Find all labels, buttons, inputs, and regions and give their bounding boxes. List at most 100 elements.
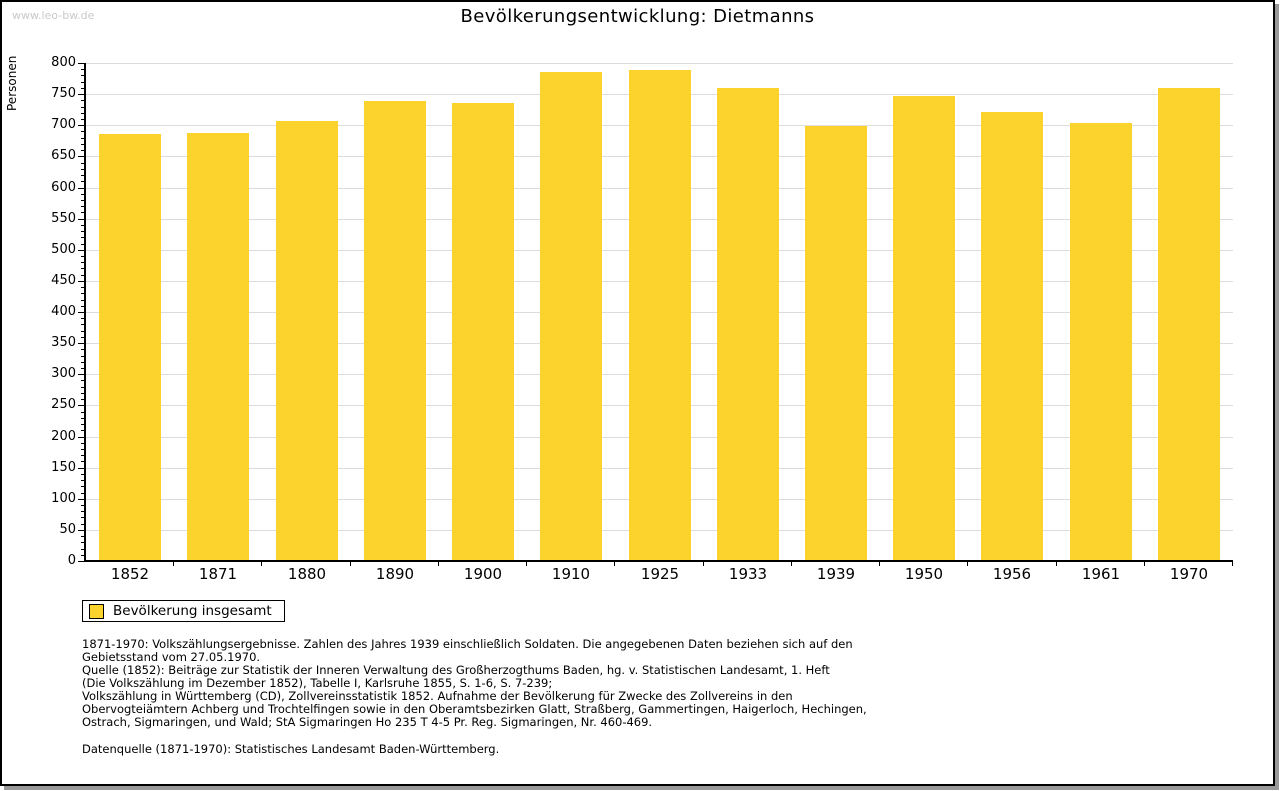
legend: Bevölkerung insgesamt <box>82 600 285 622</box>
y-major-tick <box>78 125 84 126</box>
bar <box>717 88 779 561</box>
y-major-tick <box>78 312 84 313</box>
y-axis-title: Personen <box>5 55 19 111</box>
y-minor-tick <box>81 480 84 481</box>
y-major-tick <box>78 156 84 157</box>
y-major-tick <box>78 374 84 375</box>
x-tick <box>879 562 880 566</box>
x-tick <box>1144 562 1145 566</box>
y-minor-tick <box>81 75 84 76</box>
y-major-tick <box>78 63 84 64</box>
y-tick-label: 450 <box>51 273 76 288</box>
x-tick-label: 1871 <box>198 565 238 583</box>
legend-label: Bevölkerung insgesamt <box>113 603 272 619</box>
watermark: www.leo-bw.de <box>12 9 95 22</box>
y-minor-tick <box>81 306 84 307</box>
bar <box>629 70 691 561</box>
y-tick-label: 350 <box>51 335 76 350</box>
y-tick-label: 0 <box>67 553 76 568</box>
y-minor-tick <box>81 100 84 101</box>
y-minor-tick <box>81 256 84 257</box>
bar <box>99 134 161 561</box>
y-minor-tick <box>81 449 84 450</box>
y-minor-tick <box>81 225 84 226</box>
y-minor-tick <box>81 268 84 269</box>
y-minor-tick <box>81 524 84 525</box>
y-minor-tick <box>81 368 84 369</box>
y-minor-tick <box>81 194 84 195</box>
y-tick-label: 400 <box>51 304 76 319</box>
y-minor-tick <box>81 331 84 332</box>
y-tick-label: 150 <box>51 460 76 475</box>
x-tick <box>614 562 615 566</box>
y-minor-tick <box>81 536 84 537</box>
y-major-tick <box>78 437 84 438</box>
plot-area <box>86 63 1233 561</box>
x-tick <box>438 562 439 566</box>
y-tick-label: 800 <box>51 55 76 70</box>
footnote-line: (Die Volkszählung im Dezember 1852), Tab… <box>82 676 553 690</box>
y-major-tick <box>78 468 84 469</box>
y-major-tick <box>78 281 84 282</box>
x-axis-line <box>84 560 1233 562</box>
y-minor-tick <box>81 542 84 543</box>
x-tick-label: 1880 <box>287 565 327 583</box>
y-major-tick <box>78 94 84 95</box>
y-minor-tick <box>81 424 84 425</box>
y-minor-tick <box>81 113 84 114</box>
y-minor-tick <box>81 318 84 319</box>
y-minor-tick <box>81 138 84 139</box>
bar <box>893 96 955 561</box>
x-tick-label: 1910 <box>551 565 591 583</box>
bar <box>364 101 426 561</box>
y-minor-tick <box>81 387 84 388</box>
y-minor-tick <box>81 380 84 381</box>
x-tick-label: 1939 <box>816 565 856 583</box>
footnote-line: Quelle (1852): Beiträge zur Statistik de… <box>82 663 830 677</box>
y-minor-tick <box>81 69 84 70</box>
y-tick-label: 500 <box>51 242 76 257</box>
y-minor-tick <box>81 231 84 232</box>
y-minor-tick <box>81 461 84 462</box>
bar <box>805 126 867 561</box>
x-tick-label: 1950 <box>904 565 944 583</box>
y-minor-tick <box>81 107 84 108</box>
y-minor-tick <box>81 169 84 170</box>
y-minor-tick <box>81 212 84 213</box>
y-tick-label: 750 <box>51 86 76 101</box>
x-tick <box>703 562 704 566</box>
y-minor-tick <box>81 262 84 263</box>
y-tick-label: 250 <box>51 397 76 412</box>
bar <box>540 72 602 561</box>
y-tick-label: 550 <box>51 211 76 226</box>
y-major-tick <box>78 561 84 562</box>
x-tick-label: 1970 <box>1169 565 1209 583</box>
y-minor-tick <box>81 430 84 431</box>
y-minor-tick <box>81 300 84 301</box>
gridline <box>86 63 1233 64</box>
footnote-line: 1871-1970: Volkszählungsergebnisse. Zahl… <box>82 637 853 651</box>
footnotes: 1871-1970: Volkszählungsergebnisse. Zahl… <box>82 638 867 729</box>
y-minor-tick <box>81 337 84 338</box>
y-minor-tick <box>81 517 84 518</box>
y-minor-tick <box>81 324 84 325</box>
x-tick <box>350 562 351 566</box>
y-minor-tick <box>81 349 84 350</box>
y-minor-tick <box>81 293 84 294</box>
bar <box>1158 88 1220 561</box>
y-minor-tick <box>81 455 84 456</box>
y-minor-tick <box>81 150 84 151</box>
x-tick <box>967 562 968 566</box>
x-tick-label: 1933 <box>728 565 768 583</box>
x-tick <box>261 562 262 566</box>
x-tick <box>173 562 174 566</box>
y-minor-tick <box>81 511 84 512</box>
x-tick-label: 1925 <box>640 565 680 583</box>
x-tick <box>526 562 527 566</box>
y-minor-tick <box>81 399 84 400</box>
y-major-tick <box>78 219 84 220</box>
y-tick-label: 300 <box>51 366 76 381</box>
y-minor-tick <box>81 549 84 550</box>
x-tick-label: 1961 <box>1081 565 1121 583</box>
y-minor-tick <box>81 237 84 238</box>
